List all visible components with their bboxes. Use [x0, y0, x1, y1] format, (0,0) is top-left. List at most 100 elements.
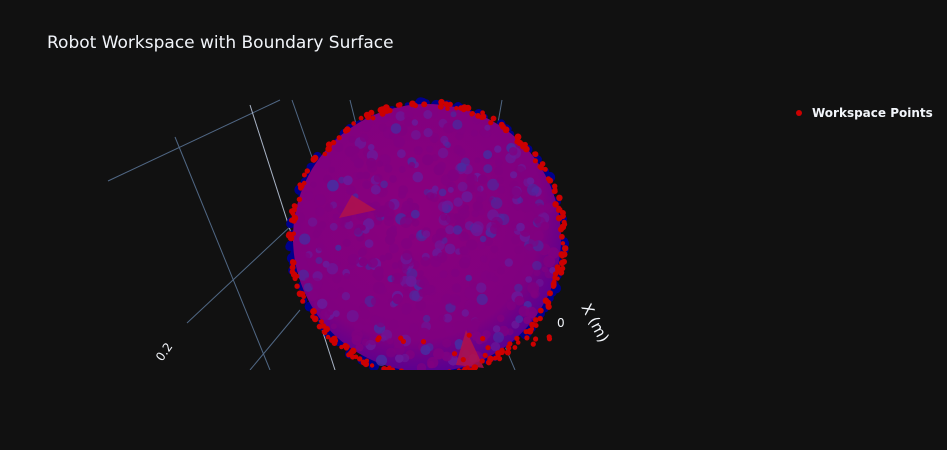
workspace-point[interactable]	[290, 211, 296, 217]
workspace-point[interactable]	[533, 323, 539, 328]
workspace-point[interactable]	[385, 366, 392, 373]
workspace-point[interactable]	[310, 308, 317, 315]
workspace-point[interactable]	[458, 105, 464, 111]
workspace-point[interactable]	[296, 196, 303, 203]
workspace-point[interactable]	[412, 102, 418, 109]
workspace-point[interactable]	[320, 323, 327, 329]
workspace-point[interactable]	[480, 336, 486, 342]
workspace-point[interactable]	[447, 369, 452, 374]
workspace-point[interactable]	[524, 335, 530, 341]
workspace-point[interactable]	[479, 114, 485, 120]
workspace-point[interactable]	[514, 335, 520, 342]
workspace-point[interactable]	[425, 372, 430, 377]
workspace-point[interactable]	[443, 101, 450, 108]
workspace-point[interactable]	[291, 203, 297, 209]
workspace-point[interactable]	[447, 101, 453, 107]
workspace-point[interactable]	[559, 233, 565, 240]
workspace-point[interactable]	[439, 373, 444, 378]
workspace-point[interactable]	[552, 271, 559, 277]
workspace-point[interactable]	[304, 168, 310, 174]
workspace-point[interactable]	[552, 201, 559, 208]
workspace-point[interactable]	[351, 121, 356, 126]
workspace-point[interactable]	[466, 332, 472, 338]
workspace-point[interactable]	[467, 367, 473, 373]
workspace-point[interactable]	[321, 329, 328, 335]
workspace-point[interactable]	[336, 135, 342, 141]
workspace-point[interactable]	[523, 145, 530, 153]
workspace-point[interactable]	[507, 341, 513, 347]
workspace-point[interactable]	[538, 165, 544, 171]
workspace-point[interactable]	[456, 368, 462, 372]
workspace-point[interactable]	[319, 319, 324, 325]
workspace-point[interactable]	[294, 283, 300, 289]
workspace-point[interactable]	[556, 194, 563, 201]
workspace-point[interactable]	[344, 126, 351, 133]
workspace-point[interactable]	[441, 372, 446, 377]
workspace-point[interactable]	[499, 347, 505, 353]
workspace-point[interactable]	[532, 151, 539, 158]
workspace-point[interactable]	[300, 298, 306, 304]
workspace-point[interactable]	[301, 172, 307, 178]
workspace-point[interactable]	[396, 370, 401, 375]
workspace-point[interactable]	[438, 375, 443, 380]
workspace-point[interactable]	[398, 368, 405, 374]
workspace-point[interactable]	[418, 376, 424, 382]
workspace-point[interactable]	[490, 115, 497, 122]
workspace-point[interactable]	[515, 340, 521, 345]
workspace-point[interactable]	[561, 251, 568, 258]
workspace-point[interactable]	[550, 284, 556, 289]
workspace-point[interactable]	[555, 276, 560, 281]
workspace-point[interactable]	[460, 368, 466, 375]
workspace-point[interactable]	[401, 371, 407, 377]
workspace-point[interactable]	[297, 182, 303, 188]
workspace-point[interactable]	[522, 141, 528, 148]
workspace-points-trace[interactable]	[285, 98, 569, 382]
workspace-point[interactable]	[514, 133, 522, 141]
workspace-point[interactable]	[417, 374, 422, 379]
workspace-point[interactable]	[485, 345, 491, 351]
workspace-point[interactable]	[395, 102, 401, 108]
workspace-point[interactable]	[558, 259, 566, 267]
workspace-point[interactable]	[442, 374, 448, 380]
workspace-point[interactable]	[368, 109, 375, 116]
workspace-point[interactable]	[560, 241, 566, 246]
workspace-point[interactable]	[357, 356, 363, 362]
workspace-point[interactable]	[547, 177, 554, 184]
workspace-point[interactable]	[400, 338, 406, 344]
workspace-point[interactable]	[530, 341, 536, 347]
workspace-point[interactable]	[547, 290, 553, 297]
workspace-point[interactable]	[381, 366, 387, 371]
workspace-point[interactable]	[290, 259, 296, 265]
workspace-point[interactable]	[424, 373, 429, 378]
workspace-point[interactable]	[390, 367, 396, 373]
workspace-point[interactable]	[523, 329, 529, 335]
workspace-point[interactable]	[454, 106, 459, 111]
workspace-point[interactable]	[559, 223, 567, 231]
workspace-point[interactable]	[330, 139, 337, 146]
workspace-point[interactable]	[552, 183, 558, 189]
workspace-point[interactable]	[480, 110, 485, 116]
workspace-point[interactable]	[344, 344, 350, 350]
workspace-point[interactable]	[551, 188, 558, 195]
workspace-point[interactable]	[558, 269, 565, 276]
workspace-point[interactable]	[387, 107, 393, 114]
workspace-point[interactable]	[426, 370, 432, 376]
workspace-point[interactable]	[485, 359, 492, 366]
workspace-point[interactable]	[399, 371, 403, 375]
workspace-point[interactable]	[469, 111, 475, 117]
workspace-point[interactable]	[537, 307, 544, 314]
workspace-point[interactable]	[562, 245, 569, 252]
legend-entry-workspace-points[interactable]: Workspace Points	[812, 106, 933, 120]
workspace-point[interactable]	[516, 139, 523, 147]
workspace-point[interactable]	[447, 371, 453, 377]
workspace-point[interactable]	[438, 98, 445, 106]
workspace-point[interactable]	[370, 115, 376, 121]
workspace-point[interactable]	[290, 271, 298, 278]
workspace-point[interactable]	[369, 363, 375, 368]
workspace-point[interactable]	[395, 373, 401, 379]
workspace-point[interactable]	[488, 120, 494, 126]
workspace-point[interactable]	[389, 369, 395, 376]
workspace-point[interactable]	[348, 350, 354, 356]
workspace-point[interactable]	[379, 106, 386, 113]
